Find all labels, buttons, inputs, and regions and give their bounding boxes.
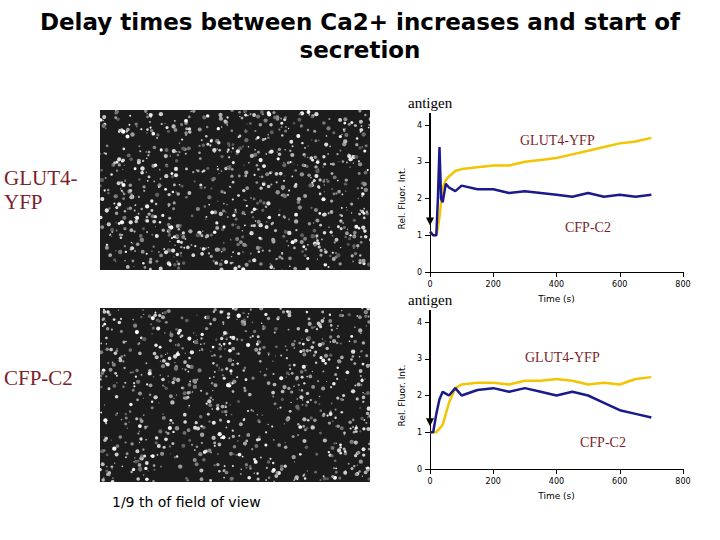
svg-text:200: 200 <box>486 280 501 289</box>
svg-text:Time (s): Time (s) <box>537 491 575 501</box>
svg-text:Rel. Fluor. Int.: Rel. Fluor. Int. <box>397 365 407 427</box>
svg-text:GLUT4-YFP: GLUT4-YFP <box>525 350 600 365</box>
svg-text:800: 800 <box>675 477 690 486</box>
svg-text:0: 0 <box>427 477 432 486</box>
html-text:Delay times between Ca2+ incre: Delay times between Ca2+ increases and s… <box>39 9 681 63</box>
svg-text:4: 4 <box>417 318 422 327</box>
html-text:1/9 th of field of view: 1/9 th of field of view <box>112 494 261 510</box>
svg-text:GLUT4-YFP: GLUT4-YFP <box>520 133 595 148</box>
svg-text:200: 200 <box>486 477 501 486</box>
svg-text:0: 0 <box>427 280 432 289</box>
svg-text:400: 400 <box>549 477 564 486</box>
svg-text:3: 3 <box>417 157 422 166</box>
svg-text:Rel. Fluor. Int.: Rel. Fluor. Int. <box>397 168 407 230</box>
svg-text:0: 0 <box>417 268 422 277</box>
html-text:CFP-C2: CFP-C2 <box>4 366 73 390</box>
svg-text:CFP-C2: CFP-C2 <box>565 220 611 235</box>
svg-text:CFP-C2: CFP-C2 <box>580 435 626 450</box>
html-text:GLUT4-YFP: GLUT4-YFP <box>4 166 78 214</box>
svg-text:600: 600 <box>612 280 627 289</box>
svg-text:400: 400 <box>549 280 564 289</box>
svg-text:2: 2 <box>417 194 422 203</box>
svg-text:1: 1 <box>417 428 422 437</box>
svg-text:3: 3 <box>417 354 422 363</box>
svg-text:antigen: antigen <box>408 95 453 111</box>
svg-text:Time (s): Time (s) <box>537 294 575 304</box>
svg-text:antigen: antigen <box>408 292 453 308</box>
svg-text:4: 4 <box>417 121 422 130</box>
svg-text:1: 1 <box>417 231 422 240</box>
svg-text:800: 800 <box>675 280 690 289</box>
svg-text:2: 2 <box>417 391 422 400</box>
svg-text:0: 0 <box>417 465 422 474</box>
svg-text:600: 600 <box>612 477 627 486</box>
